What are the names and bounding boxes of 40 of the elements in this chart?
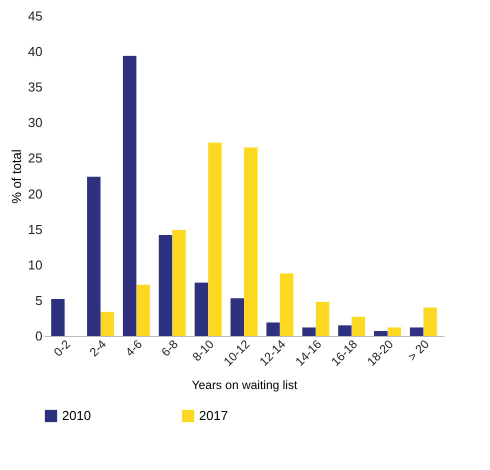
bar <box>352 316 366 336</box>
y-tick-label: 15 <box>28 222 42 237</box>
bar <box>266 322 280 336</box>
y-axis-title: % of total <box>9 149 24 204</box>
y-tick-label: 30 <box>28 115 42 130</box>
bar <box>51 299 65 336</box>
bar <box>374 331 388 336</box>
bar <box>158 235 172 336</box>
bar <box>230 298 244 336</box>
bar <box>194 282 208 336</box>
y-tick-label: 5 <box>35 292 42 308</box>
bar <box>338 325 352 336</box>
bar <box>244 148 258 336</box>
y-tick-label: 40 <box>28 44 42 60</box>
bar <box>100 312 114 336</box>
legend-label: 2010 <box>62 408 91 423</box>
bar <box>388 327 401 336</box>
bar <box>423 308 437 336</box>
bar <box>122 56 136 336</box>
x-tick-label: 2-4 <box>86 336 110 360</box>
x-tick-label: 6-8 <box>158 336 181 360</box>
legend-label: 2017 <box>199 408 228 423</box>
x-tick-label: 0-2 <box>50 336 74 360</box>
bar <box>410 327 424 336</box>
bar <box>208 142 222 336</box>
x-axis-title: Years on waiting list <box>192 378 298 392</box>
bar <box>172 230 186 336</box>
y-tick-label: 0 <box>35 328 42 344</box>
bar <box>136 284 150 336</box>
bar <box>302 327 316 336</box>
y-tick-label: 10 <box>28 257 42 272</box>
x-tick-label: 4-6 <box>122 336 146 360</box>
bar <box>280 273 294 336</box>
bar <box>316 302 330 336</box>
y-tick-label: 45 <box>28 8 42 24</box>
y-tick-label: 25 <box>28 150 42 166</box>
y-tick-label: 35 <box>28 80 42 95</box>
bar <box>87 176 100 336</box>
x-tick-label: > 20 <box>405 336 432 364</box>
y-tick-label: 20 <box>28 186 42 202</box>
